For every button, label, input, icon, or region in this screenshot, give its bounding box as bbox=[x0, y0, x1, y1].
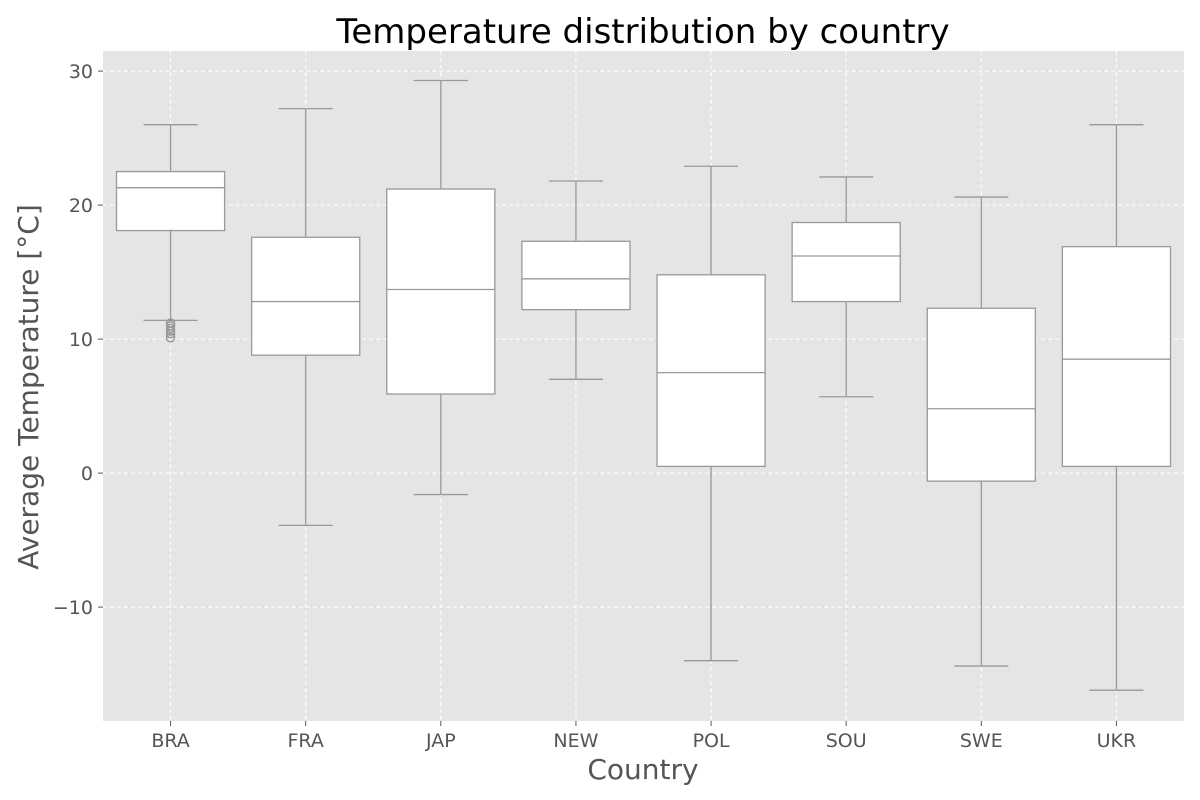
x-tick-label: SWE bbox=[960, 730, 1003, 752]
box-new bbox=[521, 180, 631, 380]
grid-lines bbox=[103, 51, 1184, 721]
x-tick-label: BRA bbox=[151, 730, 189, 752]
y-tick-label: 20 bbox=[69, 195, 93, 217]
box-iqr bbox=[521, 240, 631, 311]
y-axis-label: Average Temperature [°C] bbox=[12, 204, 45, 570]
box-swe bbox=[926, 196, 1037, 667]
x-tick-label: FRA bbox=[288, 730, 324, 752]
y-tick-label: 10 bbox=[69, 329, 93, 351]
x-axis-label: Country bbox=[587, 753, 698, 786]
box-iqr bbox=[1061, 245, 1172, 468]
x-tick-label: UKR bbox=[1097, 730, 1137, 752]
x-tick-label: NEW bbox=[553, 730, 598, 752]
boxes bbox=[115, 79, 1172, 691]
x-tick-label: SOU bbox=[826, 730, 867, 752]
box-iqr bbox=[386, 188, 496, 395]
box-bra bbox=[115, 124, 226, 343]
box-iqr bbox=[926, 307, 1037, 482]
y-tick-label: 0 bbox=[81, 463, 93, 485]
box-ukr bbox=[1061, 124, 1172, 691]
y-tick-label: 30 bbox=[69, 61, 93, 83]
box-sou bbox=[791, 176, 901, 398]
box-iqr bbox=[115, 170, 226, 232]
outlier-point bbox=[165, 328, 176, 339]
box-iqr bbox=[656, 274, 766, 468]
box-pol bbox=[656, 165, 766, 662]
y-axis-ticks: −10 0 10 20 30 bbox=[53, 61, 103, 619]
outlier-point bbox=[165, 333, 176, 343]
box-iqr bbox=[250, 236, 361, 356]
box-fra bbox=[250, 107, 361, 527]
outlier-point bbox=[165, 326, 176, 336]
x-tick-label: POL bbox=[693, 730, 730, 752]
outlier-point bbox=[165, 323, 176, 334]
box-iqr bbox=[791, 221, 901, 303]
x-axis-ticks: BRA FRA JAP NEW POL SOU SWE UKR bbox=[151, 721, 1136, 752]
y-tick-label: −10 bbox=[53, 597, 93, 619]
chart-title: Temperature distribution by country bbox=[335, 12, 949, 52]
x-tick-label: JAP bbox=[425, 730, 456, 752]
box-jap bbox=[386, 79, 496, 496]
